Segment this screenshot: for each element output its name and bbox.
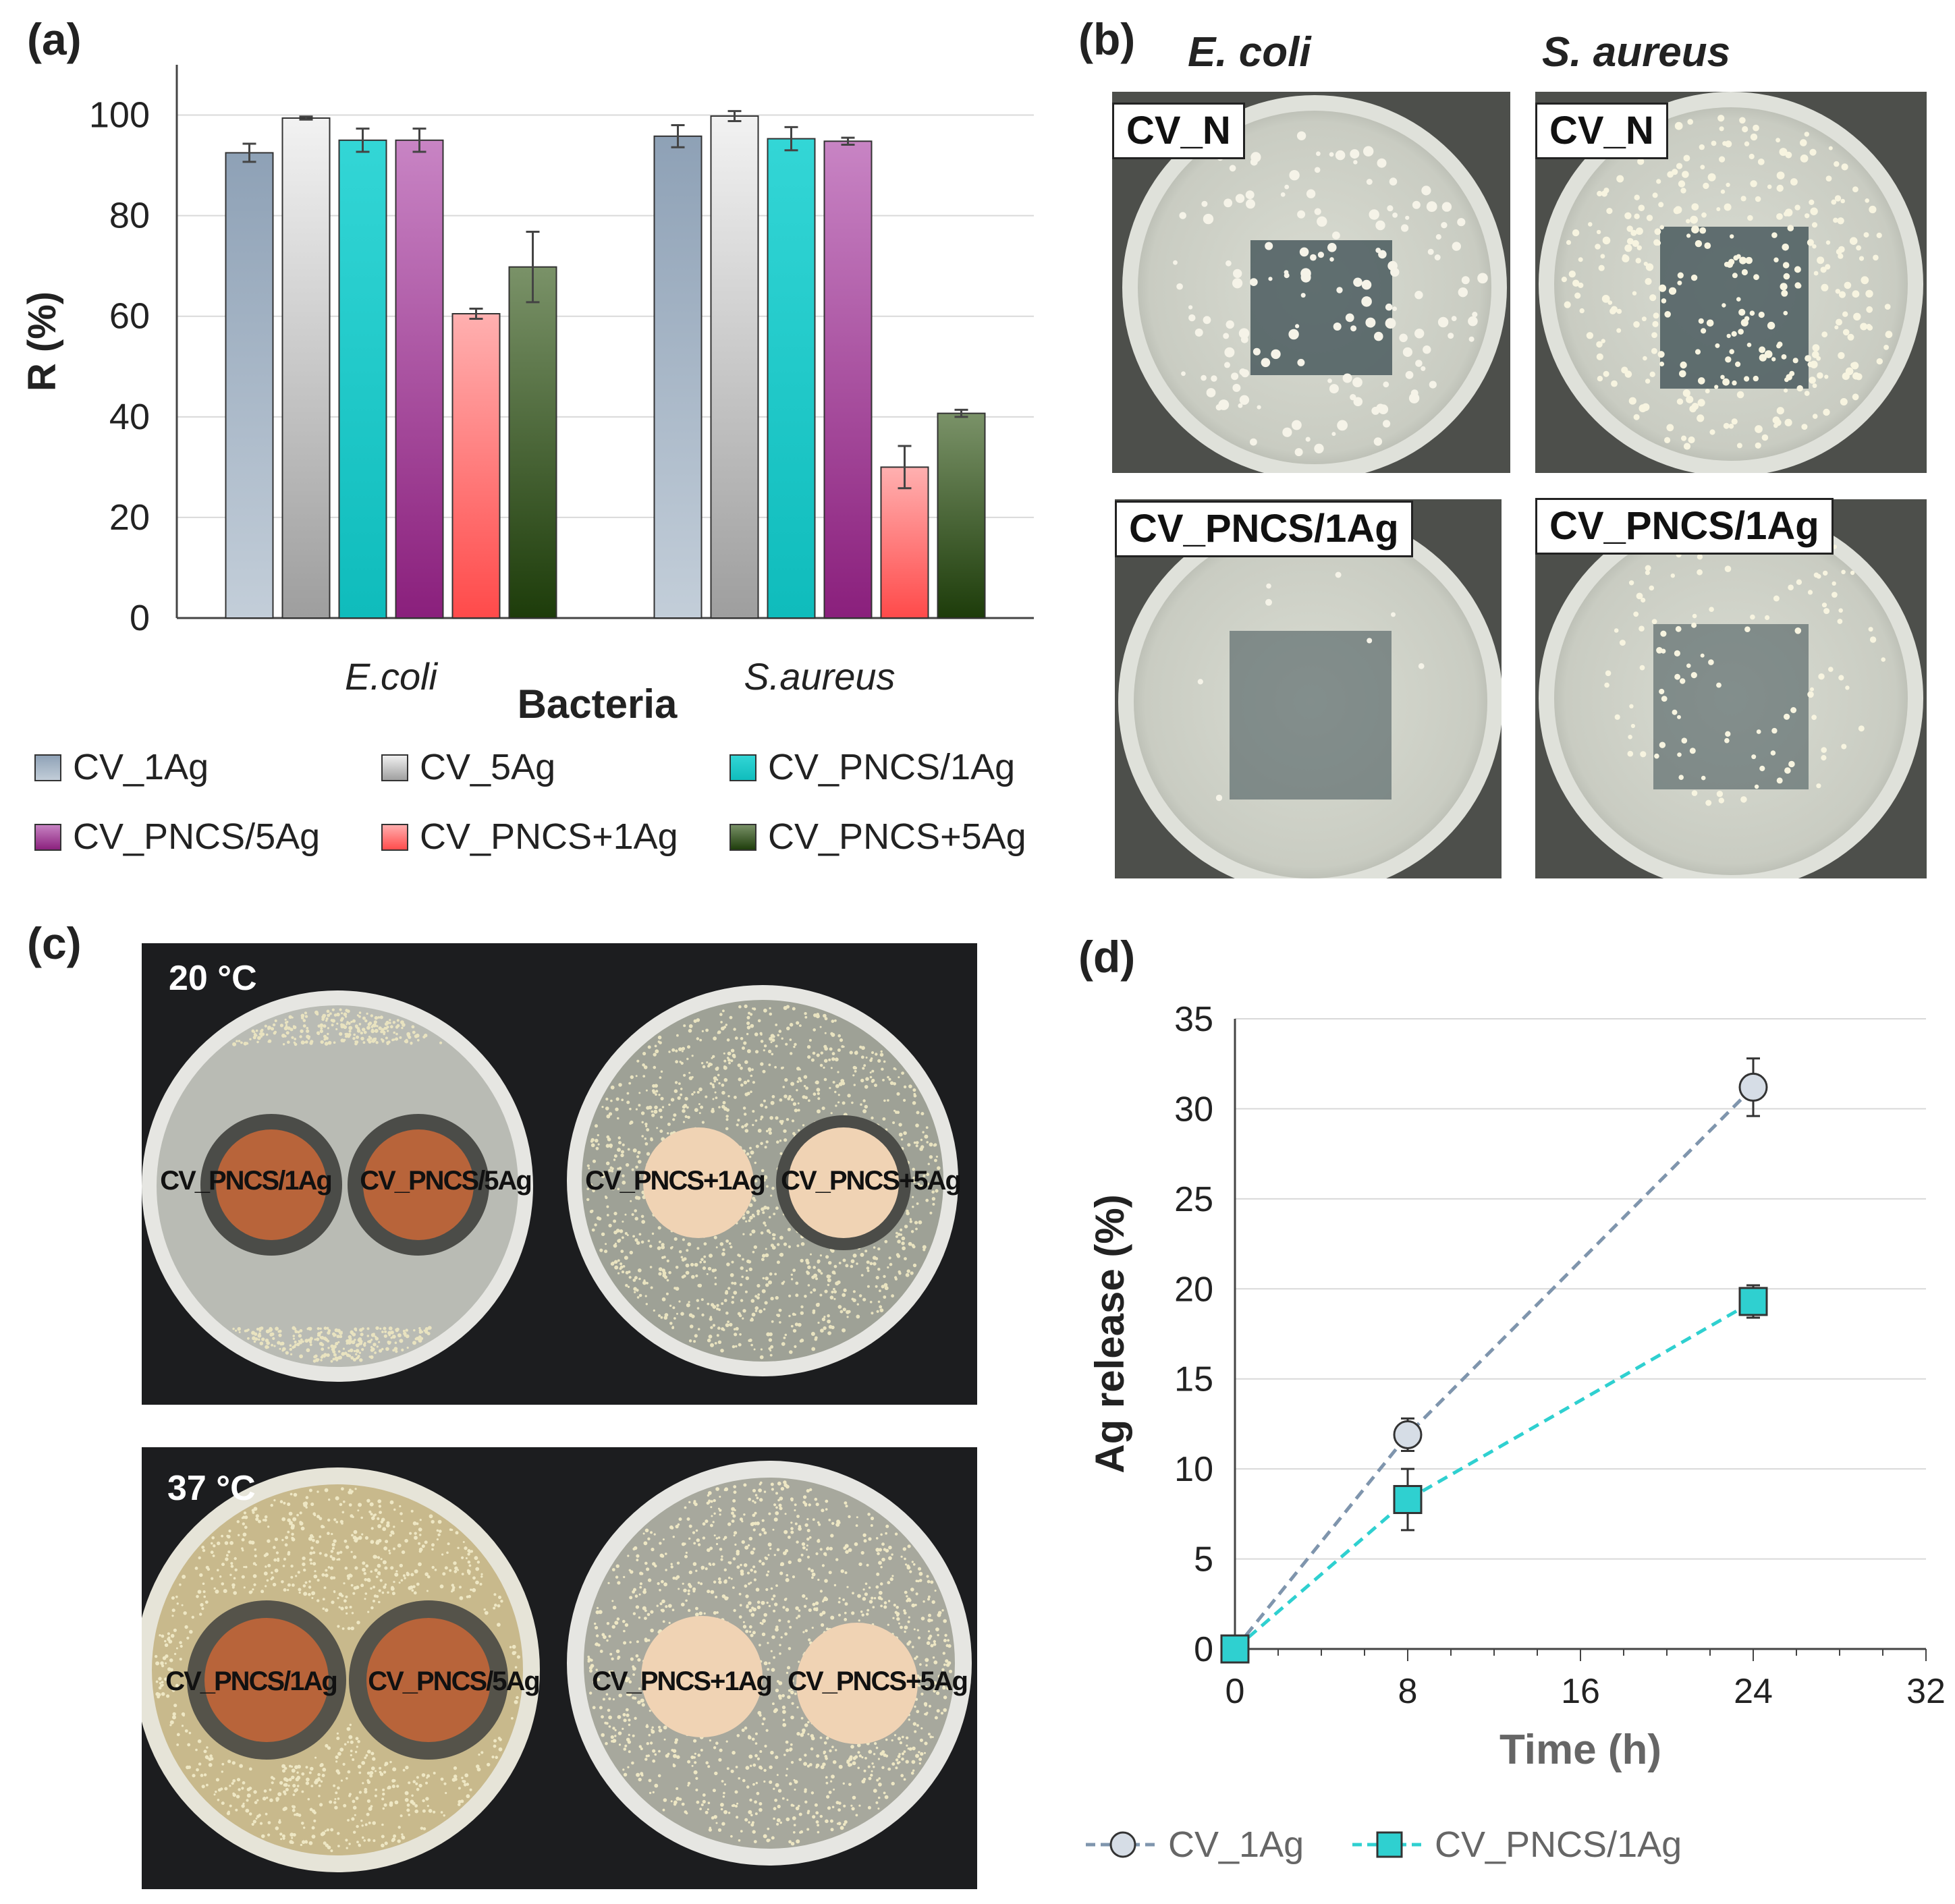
legend-swatch [381, 824, 408, 851]
data-point [1220, 1634, 1250, 1664]
plate-photo-saureus-cvn [1535, 92, 1927, 473]
x-tick-label: 16 [1561, 1672, 1600, 1711]
bar [710, 115, 759, 619]
y-tick-label: 80 [109, 196, 150, 236]
plate-photo-37c [142, 1447, 977, 1889]
bar [823, 140, 873, 619]
legend-label: CV_5Ag [420, 747, 555, 787]
bar [395, 139, 444, 619]
y-tick-label: 35 [1174, 1000, 1213, 1039]
plate-label-saureus-cvn: CV_N [1535, 103, 1668, 159]
y-tick-label: 25 [1174, 1180, 1213, 1219]
legend-swatch [729, 754, 756, 781]
temp-label-20c: 20 °C [169, 959, 257, 998]
legend-swatch [34, 824, 61, 851]
legend-marker [1376, 1831, 1403, 1858]
bar [338, 139, 387, 619]
x-tick-label: E.coli [345, 655, 438, 698]
y-tick-label: 20 [109, 497, 150, 538]
x-tick-label: S.aureus [744, 655, 895, 698]
disc-label-37c-pncs5ag: CV_PNCS/5Ag [368, 1667, 541, 1696]
bar [225, 152, 274, 619]
series-line [1234, 1086, 1755, 1650]
plate-photo-saureus-pncs1ag [1535, 499, 1927, 878]
x-tick-label: 8 [1398, 1672, 1418, 1711]
bar [508, 266, 557, 619]
legend-swatch [381, 754, 408, 781]
legend-marker [1109, 1831, 1136, 1858]
y-tick-label: 10 [1174, 1450, 1213, 1489]
data-point [1738, 1072, 1768, 1102]
bar [653, 135, 703, 619]
y-tick-label: 15 [1174, 1360, 1213, 1399]
disc-label-20c-pncs1ag: CV_PNCS/1Ag [160, 1166, 333, 1196]
y-tick-label: 40 [109, 397, 150, 437]
disc-label-37c-pncs1ag: CV_PNCS/1Ag [165, 1667, 338, 1696]
data-point [1393, 1420, 1423, 1449]
legend-label: CV_1Ag [73, 747, 209, 787]
line-chart-d: 0 5 10 15 20 25 30 35 0 8 16 24 32 Time (h) Ag release… [1086, 1000, 1946, 1865]
y-axis-label: R (%) [20, 291, 64, 391]
data-point [1393, 1485, 1423, 1515]
x-tick-label: 32 [1906, 1672, 1946, 1711]
plate-photo-ecoli-pncs1ag [1115, 499, 1502, 878]
x-tick-label: 24 [1734, 1672, 1773, 1711]
legend-swatch [729, 824, 756, 851]
legend-label: CV_PNCS+5Ag [768, 816, 1026, 857]
plate-photo-20c [142, 943, 977, 1405]
y-tick-label: 60 [109, 296, 150, 337]
plate-label-ecoli-cvn: CV_N [1112, 103, 1245, 159]
x-axis-label: Bacteria [518, 681, 678, 727]
species-saureus: S. aureus [1542, 29, 1731, 76]
bar [937, 412, 986, 619]
species-ecoli: E. coli [1188, 29, 1311, 76]
disc-label-37c-pncsplus1ag: CV_PNCS+1Ag [592, 1667, 773, 1696]
y-tick-label: 5 [1194, 1540, 1213, 1579]
data-point [1738, 1287, 1768, 1316]
legend-label: CV_PNCS/5Ag [73, 816, 320, 857]
panel-letter-b: (b) [1078, 14, 1136, 64]
series-line [1234, 1299, 1755, 1650]
bar [281, 117, 331, 619]
bar [880, 466, 929, 619]
temp-label-37c: 37 °C [167, 1469, 256, 1508]
legend-swatch [34, 754, 61, 781]
disc-label-20c-pncsplus5ag: CV_PNCS+5Ag [781, 1166, 962, 1196]
bar [451, 313, 501, 619]
bar-chart-a: 0 20 40 60 80 100 R (%) E.coli S.aureus Bacteria C… [20, 65, 1034, 857]
y-tick-label: 30 [1174, 1090, 1213, 1129]
panel-letter-a: (a) [27, 14, 82, 64]
disc-label-20c-pncsplus1ag: CV_PNCS+1Ag [585, 1166, 766, 1196]
x-axis-label: Time (h) [1499, 1727, 1661, 1773]
panel-letter-c: (c) [27, 918, 82, 968]
disc-label-37c-pncsplus5ag: CV_PNCS+5Ag [788, 1667, 968, 1696]
legend-label: CV_PNCS/1Ag [1435, 1824, 1682, 1865]
y-tick-label: 0 [130, 598, 150, 638]
y-tick-label: 0 [1194, 1630, 1213, 1669]
legend-label: CV_1Ag [1168, 1824, 1304, 1865]
plate-label-ecoli-pncs1ag: CV_PNCS/1Ag [1115, 501, 1413, 557]
y-axis-label: Ag release (%) [1087, 1194, 1132, 1474]
plate-label-saureus-pncs1ag: CV_PNCS/1Ag [1535, 498, 1834, 555]
disc-label-20c-pncs5ag: CV_PNCS/5Ag [360, 1166, 532, 1196]
bar [767, 138, 816, 619]
x-tick-label: 0 [1226, 1672, 1245, 1711]
y-tick-label: 100 [89, 95, 150, 136]
legend-label: CV_PNCS+1Ag [420, 816, 678, 857]
legend-label: CV_PNCS/1Ag [768, 747, 1015, 787]
y-tick-label: 20 [1174, 1270, 1213, 1309]
panel-letter-d: (d) [1078, 932, 1136, 982]
